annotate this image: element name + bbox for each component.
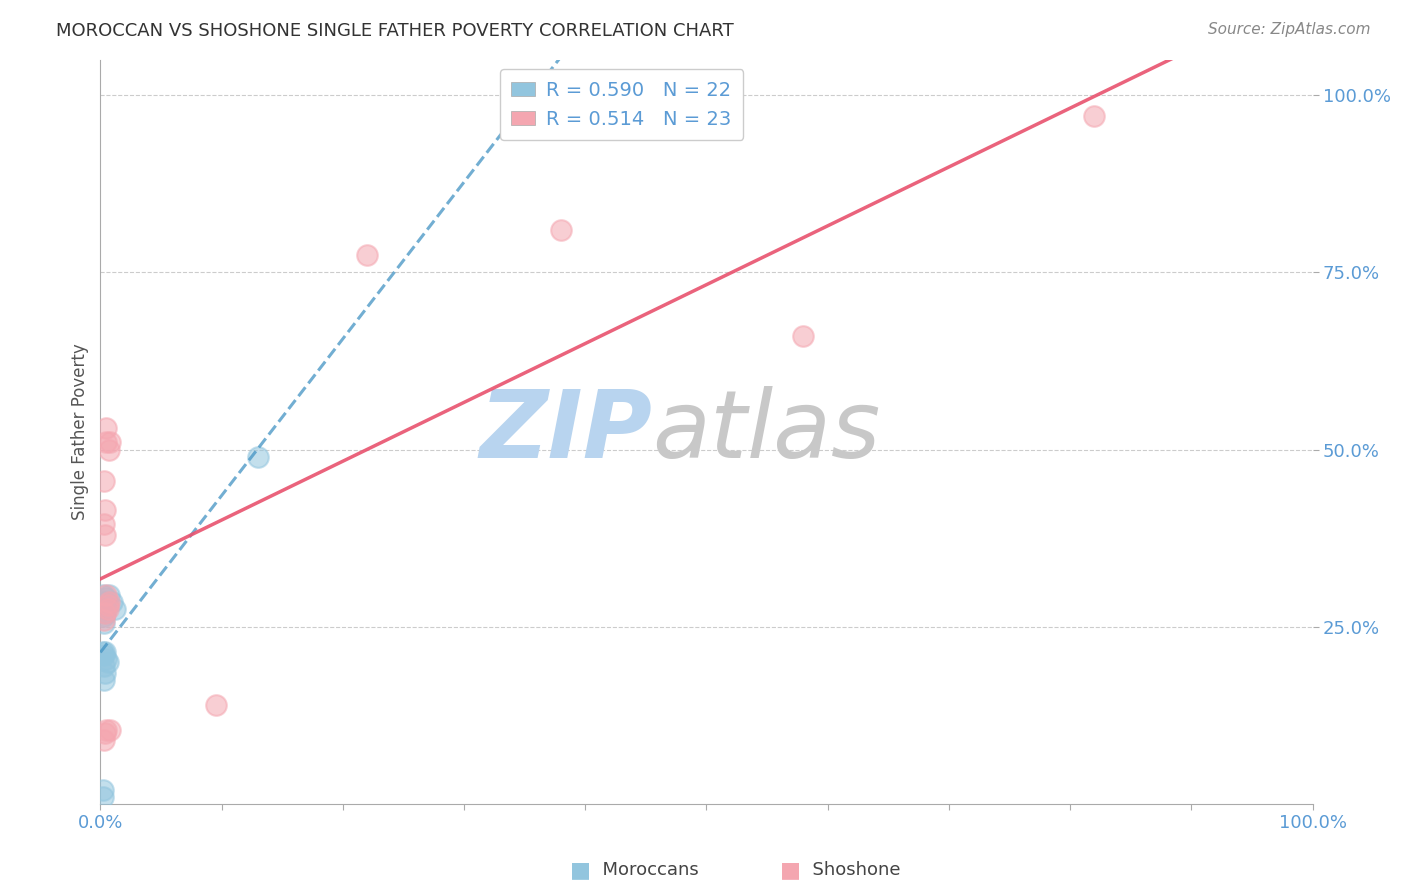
Point xyxy=(93,616,115,631)
Point xyxy=(94,502,117,516)
Point xyxy=(94,665,117,680)
Point xyxy=(96,435,118,450)
Point xyxy=(93,475,115,489)
Point xyxy=(91,644,114,658)
Text: ■: ■ xyxy=(569,860,591,880)
Point xyxy=(104,602,127,616)
Point xyxy=(93,658,115,673)
Point xyxy=(97,442,120,457)
Point xyxy=(97,655,120,669)
Point xyxy=(96,421,118,435)
Point xyxy=(94,602,117,616)
Text: ZIP: ZIP xyxy=(479,386,652,478)
Text: ■: ■ xyxy=(780,860,801,880)
Point xyxy=(91,588,114,602)
Point xyxy=(91,789,114,804)
Point xyxy=(96,651,118,665)
Point xyxy=(98,435,121,450)
Point xyxy=(94,606,117,620)
Text: MOROCCAN VS SHOSHONE SINGLE FATHER POVERTY CORRELATION CHART: MOROCCAN VS SHOSHONE SINGLE FATHER POVER… xyxy=(56,22,734,40)
Point xyxy=(101,595,124,609)
Point xyxy=(96,588,118,602)
Point xyxy=(1083,109,1105,123)
Point xyxy=(96,591,118,606)
Point xyxy=(94,644,117,658)
Text: Shoshone: Shoshone xyxy=(801,861,901,879)
Point xyxy=(93,595,115,609)
Text: Source: ZipAtlas.com: Source: ZipAtlas.com xyxy=(1208,22,1371,37)
Text: atlas: atlas xyxy=(652,386,880,477)
Point xyxy=(93,733,115,747)
Point xyxy=(93,613,115,627)
Point xyxy=(98,723,121,737)
Point xyxy=(94,726,117,740)
Point xyxy=(550,223,572,237)
Y-axis label: Single Father Poverty: Single Father Poverty xyxy=(72,343,89,520)
Point xyxy=(91,782,114,797)
Point xyxy=(356,247,378,261)
Point xyxy=(93,673,115,687)
Point xyxy=(94,527,117,541)
Point xyxy=(792,329,814,343)
Point xyxy=(94,606,117,620)
Point xyxy=(97,588,120,602)
Point xyxy=(204,698,226,712)
Point xyxy=(93,609,115,624)
Text: Moroccans: Moroccans xyxy=(591,861,699,879)
Point xyxy=(97,599,120,613)
Legend: R = 0.590   N = 22, R = 0.514   N = 23: R = 0.590 N = 22, R = 0.514 N = 23 xyxy=(499,70,744,140)
Point xyxy=(97,595,120,609)
Point xyxy=(246,450,269,464)
Point xyxy=(96,595,118,609)
Point xyxy=(93,648,115,662)
Point xyxy=(97,602,120,616)
Point xyxy=(96,723,118,737)
Point xyxy=(93,516,115,531)
